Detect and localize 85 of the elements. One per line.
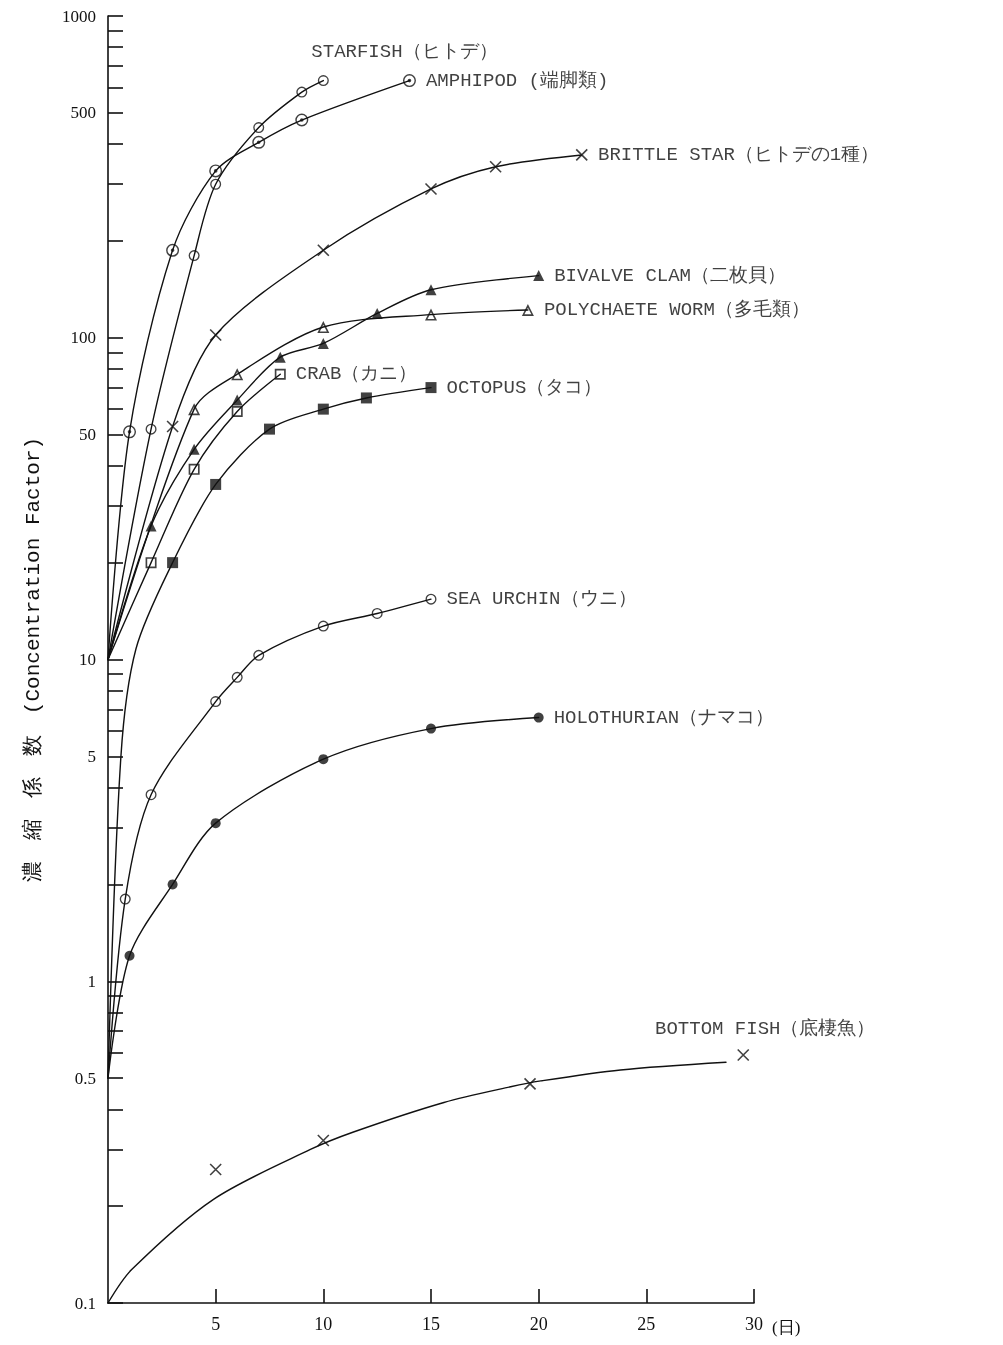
point: [318, 754, 329, 765]
point: [533, 270, 545, 282]
y-axis-title: 濃 縮 係 数 (Concentration Factor): [21, 436, 45, 883]
y-tick-label: 0.5: [74, 1068, 96, 1088]
point: [231, 671, 243, 683]
point: [188, 463, 200, 475]
point: [523, 1077, 537, 1091]
point: [296, 86, 308, 98]
point: [188, 443, 200, 455]
point: [317, 620, 329, 632]
series-label: CRAB（カニ）: [295, 363, 418, 386]
point: [210, 696, 222, 708]
y-tick-label: 0.1: [74, 1293, 96, 1313]
series-label: BIVALVE CLAM（二枚貝）: [554, 264, 786, 287]
point: [252, 135, 266, 149]
point: [145, 520, 157, 532]
y-tick-label: 1: [87, 971, 96, 991]
point: [209, 1163, 222, 1176]
point: [123, 425, 137, 439]
point: [424, 182, 438, 196]
point: [264, 423, 275, 435]
y-tick-label: 50: [79, 425, 96, 445]
point: [166, 420, 179, 433]
point: [317, 321, 330, 333]
point: [119, 893, 131, 905]
point: [371, 307, 383, 319]
point: [489, 160, 502, 174]
point: [209, 328, 222, 342]
point: [736, 1048, 750, 1062]
point: [402, 74, 416, 88]
point: [317, 75, 329, 87]
x-axis-title: (日): [772, 1318, 801, 1337]
y-tick-label: 500: [70, 103, 96, 123]
series-label: BOTTOM FISH（底棲魚）: [655, 1017, 876, 1041]
point: [188, 403, 201, 416]
point: [145, 789, 157, 801]
point: [360, 392, 372, 404]
point: [295, 113, 309, 127]
point: [188, 250, 200, 262]
series-label: STARFISH（ヒトデ）: [311, 40, 498, 63]
point: [210, 818, 221, 829]
point: [166, 243, 180, 257]
point: [274, 368, 286, 380]
point: [274, 351, 286, 363]
point: [209, 164, 223, 178]
point: [426, 723, 436, 734]
point: [145, 557, 157, 569]
x-tick-label: 15: [422, 1314, 440, 1334]
point: [253, 122, 265, 134]
point: [371, 608, 383, 619]
series-label: OCTOPUS（タコ）: [446, 376, 603, 399]
point: [425, 284, 437, 296]
point: [425, 382, 437, 394]
y-tick-label: 1000: [62, 6, 96, 26]
x-tick-label: 10: [314, 1314, 333, 1334]
point: [231, 405, 243, 417]
point: [167, 879, 178, 890]
point: [317, 403, 329, 415]
point: [533, 712, 544, 723]
y-tick-label: 100: [70, 328, 96, 348]
point: [317, 243, 330, 257]
point: [317, 337, 329, 349]
point: [317, 1134, 330, 1147]
point: [425, 593, 437, 605]
x-tick-label: 20: [529, 1314, 548, 1334]
series-label: BRITTLE STAR（ヒトデの1種）: [598, 143, 880, 166]
series-label: AMPHIPOD (端脚類): [425, 69, 609, 92]
series-label: SEA URCHIN（ウニ）: [446, 588, 637, 611]
point: [124, 950, 135, 961]
x-tick-label: 25: [637, 1314, 656, 1334]
point: [167, 557, 179, 569]
point: [253, 649, 265, 661]
point: [521, 303, 534, 316]
y-tick-label: 10: [79, 650, 96, 669]
x-tick-label: 30: [745, 1314, 763, 1334]
point: [575, 148, 589, 162]
point: [210, 478, 222, 490]
point: [231, 394, 243, 406]
point: [210, 178, 222, 190]
x-tick-label: 5: [211, 1314, 221, 1334]
point: [145, 423, 157, 435]
point: [425, 308, 437, 321]
series-label: HOLOTHURIAN（ナマコ）: [553, 706, 775, 729]
y-tick-label: 5: [87, 746, 96, 766]
series-label: POLYCHAETE WORM（多毛類）: [543, 298, 810, 321]
